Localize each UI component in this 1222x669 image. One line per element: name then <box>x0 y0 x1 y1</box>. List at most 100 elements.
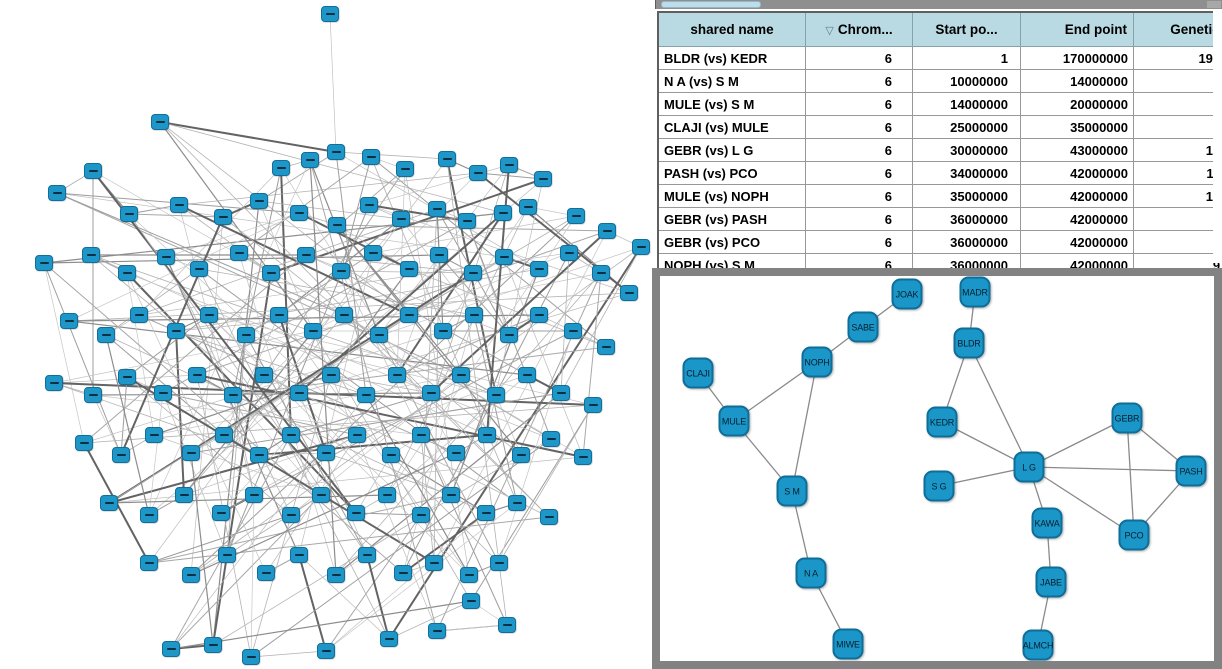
network-node[interactable] <box>224 387 242 403</box>
network-node[interactable] <box>519 199 537 215</box>
network-node[interactable] <box>430 247 448 263</box>
network-node[interactable] <box>364 245 382 261</box>
column-header-genetic-[interactable]: Genetic... <box>1133 11 1222 47</box>
network-node[interactable] <box>190 261 208 277</box>
network-node[interactable] <box>140 507 158 523</box>
network-node[interactable] <box>465 307 483 323</box>
network-node[interactable] <box>462 593 480 609</box>
network-node[interactable] <box>290 547 308 563</box>
network-node[interactable] <box>620 285 638 301</box>
scrollbar-thumb[interactable] <box>661 1 761 8</box>
subnetwork-node-l-g[interactable]: L G <box>1013 451 1045 483</box>
network-node[interactable] <box>321 6 339 22</box>
network-node[interactable] <box>130 307 148 323</box>
network-node[interactable] <box>400 261 418 277</box>
network-node[interactable] <box>494 205 512 221</box>
filter-icon[interactable]: ▽ <box>825 25 834 37</box>
network-node[interactable] <box>170 197 188 213</box>
network-node[interactable] <box>212 505 230 521</box>
network-node[interactable] <box>438 151 456 167</box>
network-node[interactable] <box>508 495 526 511</box>
table-row[interactable]: MULE (vs) NOPH6350000004200000010.5 <box>657 184 1222 208</box>
network-node[interactable] <box>317 445 335 461</box>
network-node[interactable] <box>396 161 414 177</box>
table-row[interactable]: CLAJI (vs) MULE625000000350000005.9 <box>657 115 1222 139</box>
network-node[interactable] <box>597 339 615 355</box>
full-network-panel[interactable] <box>0 0 650 669</box>
network-node[interactable] <box>388 367 406 383</box>
network-node[interactable] <box>204 637 222 653</box>
network-node[interactable] <box>335 307 353 323</box>
network-node[interactable] <box>151 114 169 130</box>
subnetwork-panel[interactable]: JOAK MADR SABE BLDR NOPH CLAJI MULE KEDR GEBR L G… <box>652 268 1222 669</box>
network-node[interactable] <box>382 447 400 463</box>
subnetwork-node-miwe[interactable]: MIWE <box>832 628 864 660</box>
network-node[interactable] <box>422 385 440 401</box>
network-node[interactable] <box>188 367 206 383</box>
network-node[interactable] <box>500 157 518 173</box>
table-row[interactable]: GEBR (vs) PCO636000000420000008.4 <box>657 230 1222 254</box>
network-node[interactable] <box>328 217 346 233</box>
network-node[interactable] <box>162 641 180 657</box>
network-node[interactable] <box>552 385 570 401</box>
network-node[interactable] <box>317 643 335 659</box>
network-node[interactable] <box>425 555 443 571</box>
network-node[interactable] <box>518 367 536 383</box>
network-node[interactable] <box>477 505 495 521</box>
network-node[interactable] <box>512 447 530 463</box>
network-node[interactable] <box>282 507 300 523</box>
network-node[interactable] <box>145 427 163 443</box>
network-node[interactable] <box>262 265 280 281</box>
network-node[interactable] <box>327 144 345 160</box>
subnetwork-node-claji[interactable]: CLAJI <box>682 357 714 389</box>
network-node[interactable] <box>60 313 78 329</box>
network-node[interactable] <box>358 547 376 563</box>
table-row[interactable]: GEBR (vs) L G6300000004300000016.9 <box>657 138 1222 162</box>
column-header-end-point[interactable]: End point <box>1020 11 1134 47</box>
network-node[interactable] <box>394 565 412 581</box>
network-node[interactable] <box>250 447 268 463</box>
network-node[interactable] <box>560 245 578 261</box>
network-node[interactable] <box>442 487 460 503</box>
network-node[interactable] <box>592 265 610 281</box>
column-header-shared-name[interactable]: shared name <box>657 11 806 47</box>
subnetwork-node-kedr[interactable]: KEDR <box>926 406 958 438</box>
network-node[interactable] <box>347 505 365 521</box>
network-node[interactable] <box>632 239 650 255</box>
network-node[interactable] <box>478 427 496 443</box>
network-node[interactable] <box>434 323 452 339</box>
network-node[interactable] <box>392 211 410 227</box>
subnetwork-node-n-a[interactable]: N A <box>795 557 827 589</box>
network-node[interactable] <box>112 447 130 463</box>
column-header-chrom-[interactable]: ▽ Chrom... <box>805 11 913 47</box>
table-row[interactable]: MULE (vs) S M614000000200000007.5 <box>657 92 1222 116</box>
subnetwork-node-gebr[interactable]: GEBR <box>1111 402 1143 434</box>
table-row[interactable]: GEBR (vs) PASH636000000420000008.9 <box>657 207 1222 231</box>
network-node[interactable] <box>182 567 200 583</box>
subnetwork-node-noph[interactable]: NOPH <box>801 346 833 378</box>
network-node[interactable] <box>257 565 275 581</box>
network-node[interactable] <box>282 427 300 443</box>
network-node[interactable] <box>215 427 233 443</box>
network-node[interactable] <box>370 327 388 343</box>
network-node[interactable] <box>452 367 470 383</box>
network-node[interactable] <box>327 567 345 583</box>
network-node[interactable] <box>250 193 268 209</box>
network-node[interactable] <box>498 617 516 633</box>
network-node[interactable] <box>412 507 430 523</box>
subnetwork-node-s-g[interactable]: S G <box>923 470 955 502</box>
network-node[interactable] <box>175 487 193 503</box>
subnetwork-node-bldr[interactable]: BLDR <box>953 327 985 359</box>
subnetwork-node-joak[interactable]: JOAK <box>891 278 923 310</box>
network-node[interactable] <box>290 385 308 401</box>
network-node[interactable] <box>312 487 330 503</box>
network-node[interactable] <box>460 567 478 583</box>
subnetwork-node-s-m[interactable]: S M <box>776 475 808 507</box>
network-node[interactable] <box>214 209 232 225</box>
network-node[interactable] <box>255 367 273 383</box>
network-node[interactable] <box>447 445 465 461</box>
network-node[interactable] <box>598 223 616 239</box>
network-node[interactable] <box>154 385 172 401</box>
network-node[interactable] <box>290 205 308 221</box>
network-node[interactable] <box>157 249 175 265</box>
